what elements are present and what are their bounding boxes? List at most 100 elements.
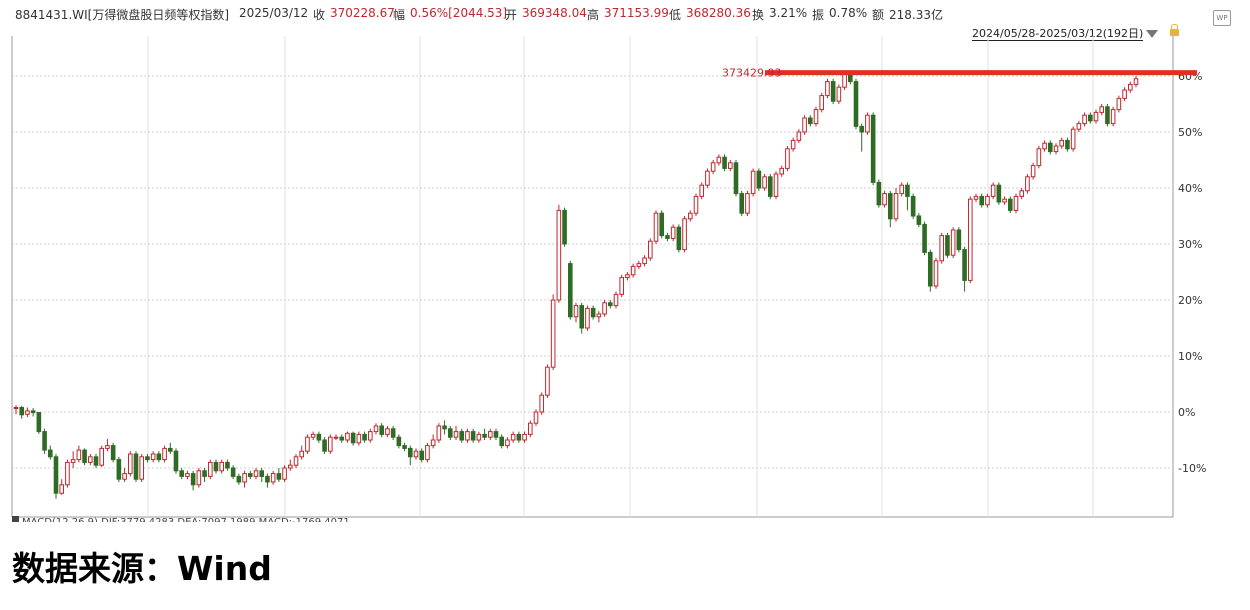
candle-body xyxy=(447,428,453,438)
candle-body xyxy=(813,109,819,125)
candle-body xyxy=(1116,97,1122,111)
candle-body xyxy=(625,274,630,279)
candle-body xyxy=(207,461,213,477)
candle-body xyxy=(350,432,356,444)
candle-body xyxy=(1065,139,1070,150)
candle-body xyxy=(579,305,585,329)
high-value: 371153.99 xyxy=(604,6,669,20)
candle-body xyxy=(139,456,145,480)
dropdown-arrow-icon[interactable] xyxy=(1146,30,1158,38)
candle-body xyxy=(276,473,282,480)
candle-body xyxy=(150,453,156,461)
candle-body xyxy=(453,431,459,438)
candle-body xyxy=(162,447,167,461)
candle-body xyxy=(939,235,945,262)
candle-body xyxy=(110,445,116,461)
candle-body xyxy=(699,184,705,197)
candle-body xyxy=(762,176,767,189)
candle-body xyxy=(65,461,70,486)
candle-body xyxy=(750,170,756,195)
candle-body xyxy=(156,453,162,461)
lock-icon[interactable] xyxy=(1170,24,1179,36)
candle-body xyxy=(899,184,905,195)
candle-body xyxy=(819,95,825,111)
candle-body xyxy=(927,251,933,287)
candle-body xyxy=(396,436,402,447)
high-label: 高 xyxy=(587,8,600,22)
candle-body xyxy=(1002,198,1007,203)
candle-body xyxy=(53,456,59,494)
candle-body xyxy=(407,447,413,458)
candle-body xyxy=(916,215,922,225)
candle-body xyxy=(76,449,82,461)
candle-body xyxy=(385,428,390,435)
candle-body xyxy=(476,433,482,441)
candle-body xyxy=(333,436,339,439)
candle-body xyxy=(179,470,185,477)
candle-body xyxy=(1076,123,1082,130)
candle-body xyxy=(619,277,625,295)
candle-body xyxy=(1110,109,1116,125)
candle-body xyxy=(173,450,179,472)
candle-body xyxy=(247,473,253,477)
candle-body xyxy=(390,428,396,438)
candle-body xyxy=(339,436,345,441)
candle-body xyxy=(653,212,659,242)
candle-body xyxy=(516,433,522,441)
candle-body xyxy=(682,218,687,251)
candle-body xyxy=(202,470,207,477)
candle-body xyxy=(487,431,493,438)
date-range-selector[interactable]: 2024/05/28-2025/03/12(192日) xyxy=(972,27,1144,41)
candle-body xyxy=(430,439,436,447)
candle-body xyxy=(19,407,25,416)
close-value: 370228.67 xyxy=(330,6,395,20)
candle-body xyxy=(259,470,265,477)
candle-body xyxy=(70,459,76,463)
candle-body xyxy=(1007,198,1013,211)
candle-body xyxy=(630,265,636,276)
candle-body xyxy=(127,453,133,475)
candle-body xyxy=(1013,195,1019,211)
candle-body xyxy=(842,72,847,88)
candle-body xyxy=(482,433,487,438)
candle-body xyxy=(790,139,796,150)
index-code-name: 8841431.WI[万得微盘股日频等权指数] xyxy=(15,8,230,22)
candle-body xyxy=(1087,114,1093,122)
candle-body xyxy=(539,394,545,413)
candle-body xyxy=(910,195,916,217)
candle-body xyxy=(556,209,562,301)
y-tick-label: 0% xyxy=(1178,406,1195,419)
candle-body xyxy=(865,114,870,133)
candle-body xyxy=(362,433,367,441)
candle-body xyxy=(990,184,996,197)
candle-body xyxy=(933,260,939,287)
candle-body xyxy=(550,299,556,368)
candle-body xyxy=(213,461,219,472)
candle-body xyxy=(607,302,613,307)
candle-body xyxy=(756,170,762,189)
candle-body xyxy=(356,433,362,444)
candle-body xyxy=(1042,142,1047,150)
y-tick-label: 50% xyxy=(1178,126,1202,139)
candle-body xyxy=(973,195,979,200)
candle-body xyxy=(693,195,699,214)
candle-body xyxy=(1053,145,1059,153)
candle-body xyxy=(373,425,379,433)
candle-body xyxy=(293,456,299,466)
candle-body xyxy=(962,249,967,281)
amplitude-label: 振 xyxy=(812,8,825,22)
low-label: 低 xyxy=(669,8,682,22)
candle-body xyxy=(316,433,322,441)
candle-body xyxy=(922,223,927,253)
candle-body xyxy=(590,307,596,318)
candle-body xyxy=(413,450,419,458)
candle-body xyxy=(745,193,750,214)
wp-icon[interactable]: WP xyxy=(1213,10,1231,26)
candle-body xyxy=(36,412,42,433)
candle-body xyxy=(42,431,47,451)
candle-body xyxy=(853,81,859,127)
candle-body xyxy=(1030,165,1036,178)
candle-body xyxy=(567,263,573,318)
candle-body xyxy=(1019,190,1025,197)
candle-body xyxy=(1025,176,1030,192)
